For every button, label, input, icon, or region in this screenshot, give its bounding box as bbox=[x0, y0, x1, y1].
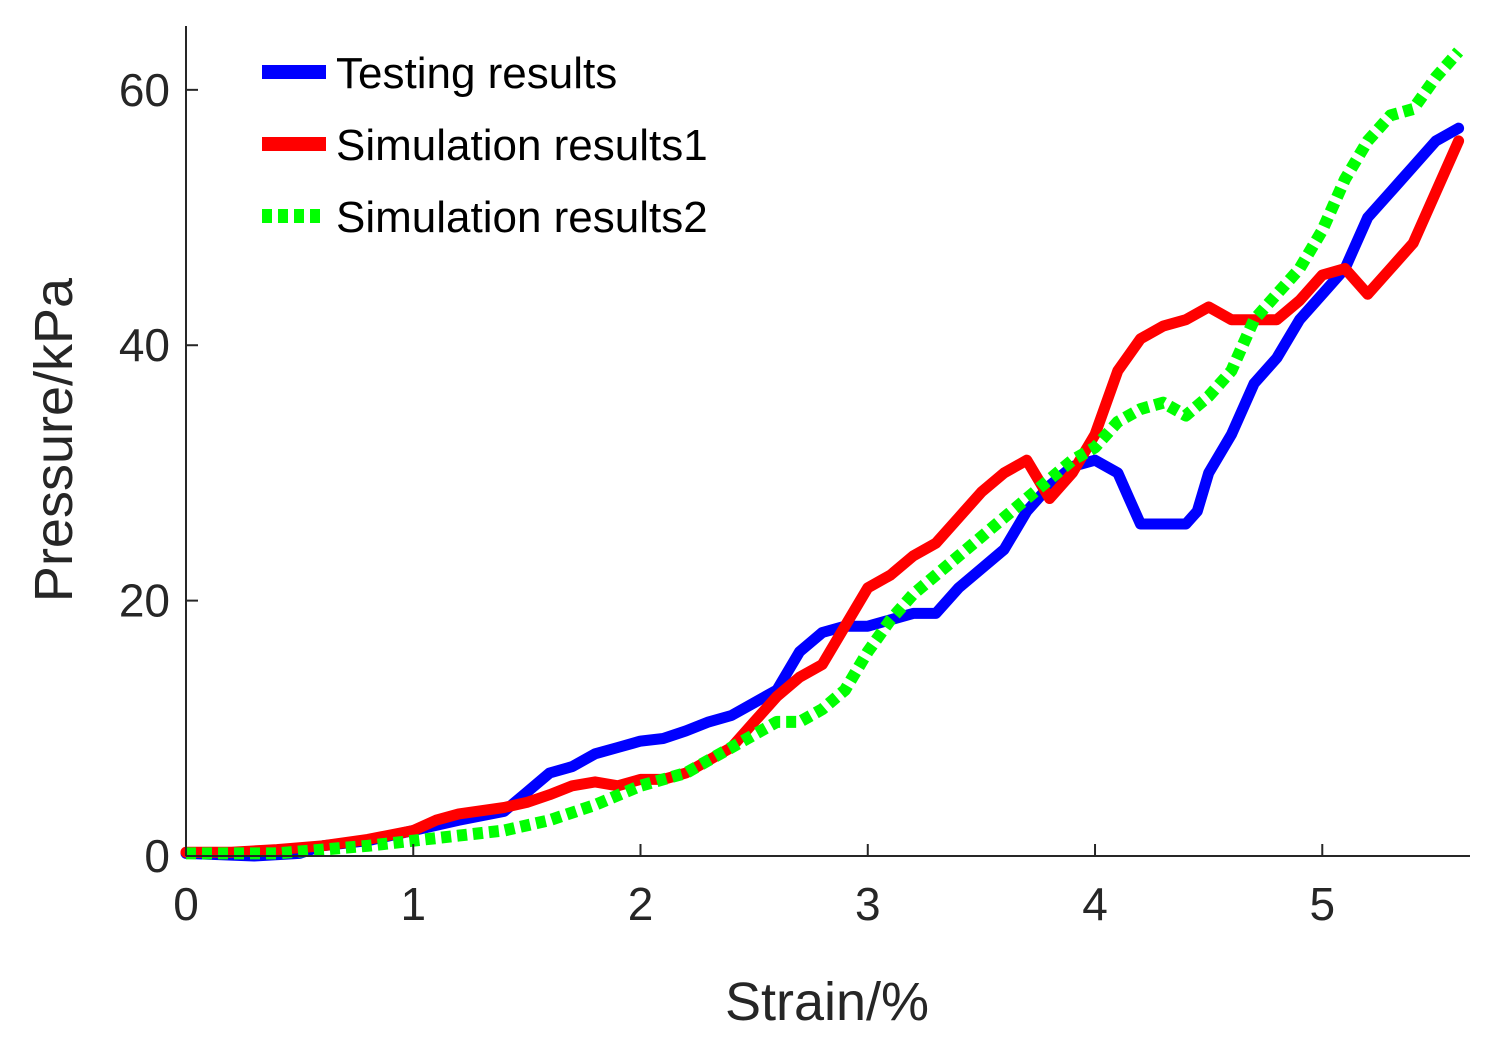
y-tick-label: 0 bbox=[144, 830, 170, 882]
axes: 0 1 2 3 4 5 0 20 40 60 bbox=[119, 26, 1470, 930]
legend-label-2: Simulation results1 bbox=[336, 121, 708, 170]
y-tick-label: 40 bbox=[119, 319, 170, 371]
y-axis-label: Pressure/kPa bbox=[24, 277, 84, 602]
x-tick-label: 3 bbox=[855, 878, 881, 930]
x-tick-label: 4 bbox=[1082, 878, 1108, 930]
x-tick-label: 5 bbox=[1309, 878, 1335, 930]
series-line-3 bbox=[186, 47, 1464, 860]
x-tick-label: 2 bbox=[628, 878, 654, 930]
series-line-1 bbox=[180, 122, 1465, 862]
y-tick-label: 20 bbox=[119, 575, 170, 627]
x-tick-label: 1 bbox=[400, 878, 426, 930]
plot-area bbox=[180, 47, 1465, 862]
y-tick-label: 60 bbox=[119, 64, 170, 116]
x-tick-label: 0 bbox=[173, 878, 199, 930]
legend-label-1: Testing results bbox=[336, 49, 617, 98]
x-axis-label: Strain/% bbox=[725, 972, 929, 1032]
series-line-2 bbox=[180, 135, 1465, 858]
legend-label-3: Simulation results2 bbox=[336, 193, 708, 242]
legend: Testing results Simulation results1 Simula… bbox=[262, 49, 708, 242]
